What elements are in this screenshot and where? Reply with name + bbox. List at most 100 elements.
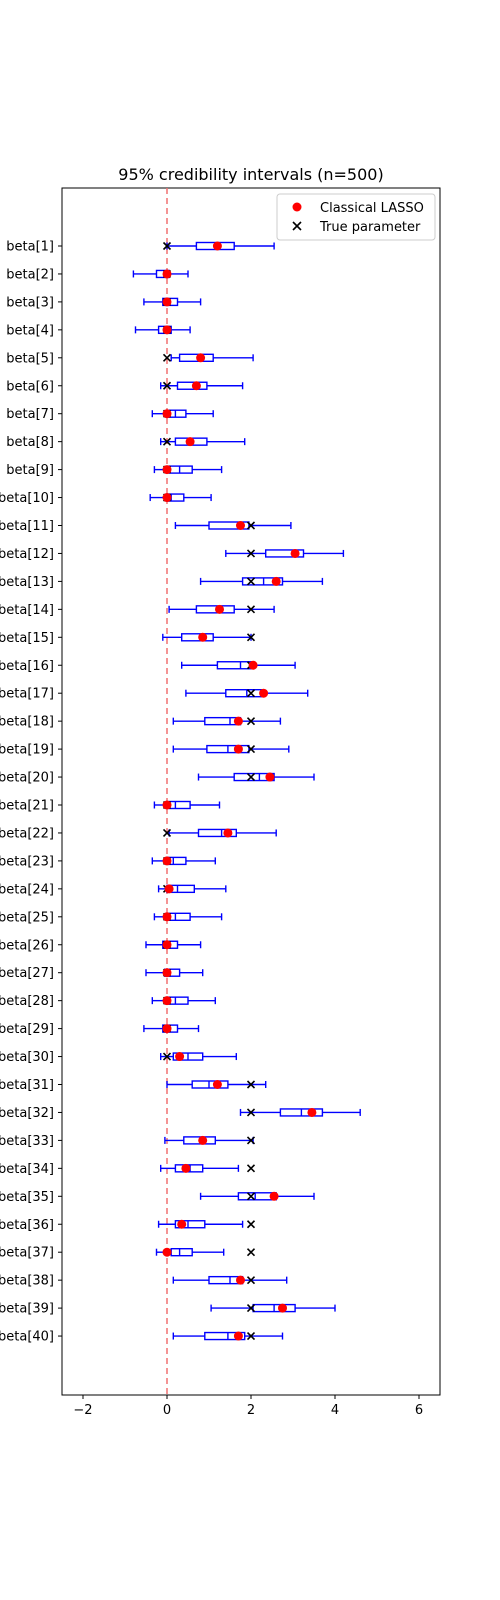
iqr-box xyxy=(195,605,235,614)
box-plot-26 xyxy=(145,940,202,949)
box-plot-27 xyxy=(145,968,204,977)
true-parameter-marker-33 xyxy=(246,1136,256,1145)
lasso-point-34 xyxy=(181,1163,191,1173)
true-marker-stroke-b xyxy=(246,1220,256,1229)
true-marker-stroke-b xyxy=(246,1108,256,1117)
box-plot-5 xyxy=(170,353,254,362)
y-tick-label-18: beta[18] xyxy=(0,715,54,730)
y-tick-label-34: beta[34] xyxy=(0,1162,54,1177)
box-plot-8 xyxy=(159,437,246,446)
true-parameter-marker-12 xyxy=(246,549,256,558)
true-marker-stroke-b xyxy=(246,633,256,642)
y-tick-label-7: beta[7] xyxy=(6,407,54,422)
legend-lasso-marker xyxy=(292,202,302,212)
y-tick-label-37: beta[37] xyxy=(0,1246,54,1261)
iqr-box xyxy=(191,1080,229,1089)
iqr-box xyxy=(170,1247,193,1257)
lasso-point-35 xyxy=(269,1191,279,1201)
lasso-point-14 xyxy=(215,604,224,614)
lasso-point-26 xyxy=(162,940,172,950)
true-marker-stroke-b xyxy=(246,1276,256,1285)
lasso-point-38 xyxy=(236,1275,245,1285)
true-marker-stroke-b xyxy=(246,521,256,530)
y-tick-label-3: beta[3] xyxy=(6,295,54,310)
true-parameter-marker-37 xyxy=(246,1248,256,1257)
true-parameter-marker-39 xyxy=(246,1304,256,1313)
box-plot-14 xyxy=(168,605,275,614)
box-plot-16 xyxy=(180,661,296,670)
true-parameter-marker-34 xyxy=(246,1164,256,1173)
box-plot-31 xyxy=(166,1080,267,1089)
iqr-box xyxy=(265,549,305,558)
true-parameter-marker-36 xyxy=(246,1220,256,1229)
lasso-point-25 xyxy=(162,912,172,922)
true-parameter-marker-30 xyxy=(162,1052,172,1061)
true-parameter-marker-38 xyxy=(246,1276,256,1285)
iqr-box xyxy=(180,633,214,642)
lasso-point-40 xyxy=(233,1331,243,1341)
true-parameter-marker-13 xyxy=(246,577,256,586)
lasso-point-24 xyxy=(164,884,174,894)
lasso-point-30 xyxy=(175,1052,185,1062)
y-tick-label-4: beta[4] xyxy=(6,323,54,338)
y-tick-label-8: beta[8] xyxy=(6,435,54,450)
x-tick-label-4: 4 xyxy=(331,1403,339,1418)
box-plot-13 xyxy=(199,577,324,586)
legend: Classical LASSO True parameter xyxy=(276,193,436,241)
true-marker-stroke-b xyxy=(246,1248,256,1257)
lasso-point-13 xyxy=(271,576,281,586)
lasso-point-3 xyxy=(162,297,172,307)
lasso-point-2 xyxy=(162,269,172,279)
y-tick-label-33: beta[33] xyxy=(0,1134,54,1149)
y-tick-label-2: beta[2] xyxy=(6,267,54,282)
lasso-point-7 xyxy=(162,409,172,419)
y-tick-label-10: beta[10] xyxy=(0,491,54,506)
iqr-box xyxy=(176,381,208,390)
legend-lasso-label: Classical LASSO xyxy=(320,201,424,216)
y-tick-label-5: beta[5] xyxy=(6,351,54,366)
box-plots xyxy=(132,241,361,1341)
box-plot-11 xyxy=(174,521,292,530)
lasso-point-17 xyxy=(259,688,269,698)
iqr-box xyxy=(174,1164,204,1173)
true-parameter-marker-32 xyxy=(246,1108,256,1117)
box-plot-12 xyxy=(225,549,345,558)
box-plot-39 xyxy=(210,1303,336,1313)
lasso-point-18 xyxy=(233,716,243,726)
true-marker-stroke-b xyxy=(246,1164,256,1173)
x-axis-ticks: −2 0 2 4 6 xyxy=(73,1395,423,1418)
lasso-point-39 xyxy=(278,1303,287,1313)
y-tick-label-25: beta[25] xyxy=(0,910,54,925)
lasso-point-33 xyxy=(198,1135,208,1145)
lasso-point-23 xyxy=(162,856,172,866)
box-plot-38 xyxy=(172,1275,288,1285)
legend-frame xyxy=(276,193,436,241)
box-plot-40 xyxy=(172,1331,284,1341)
y-tick-label-9: beta[9] xyxy=(6,463,54,478)
true-marker-stroke-b xyxy=(162,241,172,251)
box-plot-32 xyxy=(239,1108,361,1117)
true-parameter-marker-40 xyxy=(246,1331,256,1341)
box-plot-18 xyxy=(172,716,282,726)
x-tick-label-5: 6 xyxy=(415,1403,423,1418)
lasso-point-6 xyxy=(191,381,201,391)
lasso-point-27 xyxy=(162,968,172,978)
plot-area xyxy=(61,187,441,1396)
y-tick-label-6: beta[6] xyxy=(6,379,54,394)
y-tick-label-28: beta[28] xyxy=(0,994,54,1009)
lasso-point-32 xyxy=(307,1107,317,1117)
y-tick-label-19: beta[19] xyxy=(0,743,54,758)
true-marker-stroke-b xyxy=(246,1304,256,1313)
true-marker-stroke-b xyxy=(246,772,256,782)
x-tick-label-3: 2 xyxy=(247,1403,255,1418)
box-plot-7 xyxy=(151,409,214,418)
y-tick-label-13: beta[13] xyxy=(0,575,54,590)
lasso-point-21 xyxy=(162,800,172,810)
iqr-box xyxy=(178,353,214,362)
y-tick-label-24: beta[24] xyxy=(0,882,54,897)
y-tick-label-27: beta[27] xyxy=(0,966,54,981)
iqr-box xyxy=(208,521,250,530)
true-parameter-marker-35 xyxy=(246,1192,256,1201)
box-plot-28 xyxy=(151,996,217,1005)
